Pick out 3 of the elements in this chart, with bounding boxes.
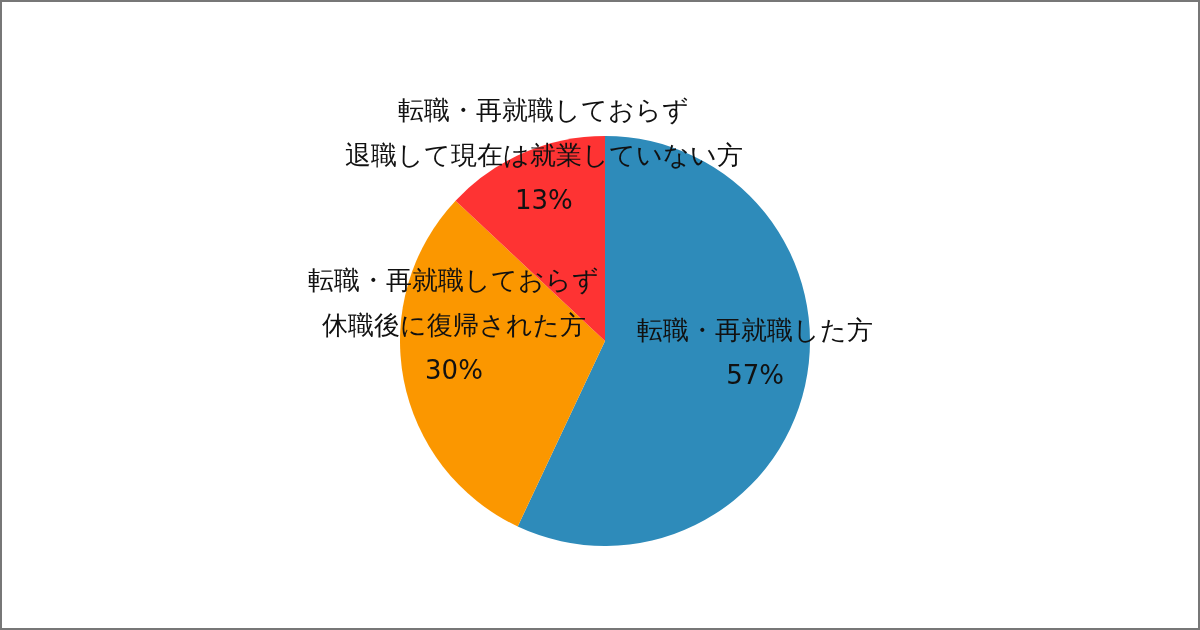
- data-label: 57%: [726, 359, 784, 390]
- data-label: 30%: [425, 354, 483, 385]
- data-label: 13%: [515, 184, 573, 215]
